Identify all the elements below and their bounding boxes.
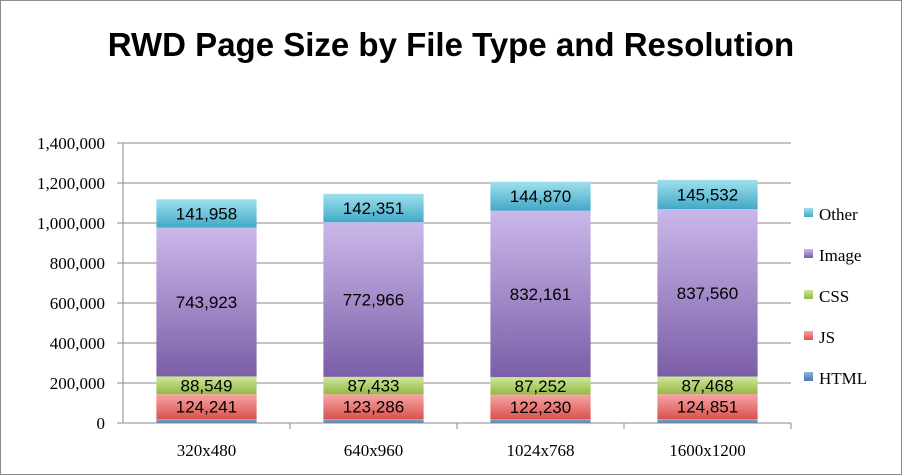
legend-label-js: JS bbox=[819, 328, 835, 347]
bar-segment-css bbox=[657, 376, 758, 395]
legend-swatch-css bbox=[804, 290, 813, 299]
legend-label-css: CSS bbox=[819, 287, 849, 306]
bar-segment-js bbox=[657, 394, 758, 419]
bar-segment-other bbox=[657, 179, 758, 210]
bar-segment-css bbox=[323, 376, 424, 395]
x-tick-label: 640x960 bbox=[344, 441, 404, 460]
bar-segment-js bbox=[490, 394, 591, 419]
bar-segment-html bbox=[490, 419, 591, 423]
bar-segment-image bbox=[323, 222, 424, 377]
legend-label-other: Other bbox=[819, 205, 858, 224]
data-label-image: 837,560 bbox=[677, 284, 738, 303]
bar-segment-html bbox=[323, 419, 424, 423]
bar-segment-css bbox=[490, 377, 591, 395]
bar-segment-image bbox=[156, 227, 257, 377]
labels-layer: 124,241 88,549 743,923 141,958 123,286 87,433… bbox=[176, 185, 738, 416]
y-tick-label: 800,000 bbox=[50, 254, 105, 273]
bar-segment-js bbox=[156, 394, 257, 419]
data-label-css: 88,549 bbox=[181, 376, 233, 395]
bar-segment-image bbox=[657, 209, 758, 377]
data-label-other: 142,351 bbox=[343, 199, 404, 218]
data-label-image: 772,966 bbox=[343, 291, 404, 310]
legend-label-image: Image bbox=[819, 246, 861, 265]
bar-segment-image bbox=[490, 210, 591, 378]
y-tick-label: 200,000 bbox=[50, 374, 105, 393]
data-label-css: 87,468 bbox=[682, 376, 734, 395]
y-tick-label: 0 bbox=[97, 414, 106, 433]
y-tick-label: 400,000 bbox=[50, 334, 105, 353]
x-tick-label: 320x480 bbox=[177, 441, 237, 460]
data-label-other: 141,958 bbox=[176, 204, 237, 223]
legend-swatch-js bbox=[804, 331, 813, 340]
legend-swatch-image bbox=[804, 249, 813, 258]
data-label-js: 124,241 bbox=[176, 398, 237, 417]
bar-segment-css bbox=[156, 376, 257, 395]
legend-swatch-html bbox=[804, 372, 813, 381]
y-tick-label: 1,000,000 bbox=[37, 214, 105, 233]
data-label-css: 87,433 bbox=[348, 377, 400, 396]
bar-segment-other bbox=[490, 181, 591, 211]
axis-layer: 0 200,000 400,000 600,000 800,000 1,000,000 1,… bbox=[37, 134, 792, 460]
data-label-css: 87,252 bbox=[515, 377, 567, 396]
data-label-image: 832,161 bbox=[510, 285, 571, 304]
data-label-js: 123,286 bbox=[343, 398, 404, 417]
x-tick-label: 1024x768 bbox=[507, 441, 575, 460]
y-tick-label: 1,200,000 bbox=[37, 174, 105, 193]
data-label-js: 122,230 bbox=[510, 398, 571, 417]
bar-segment-other bbox=[323, 193, 424, 223]
legend-layer: Other Image CSS JS HTML bbox=[804, 205, 867, 388]
data-label-other: 144,870 bbox=[510, 187, 571, 206]
data-label-other: 145,532 bbox=[677, 185, 738, 204]
bar-segment-html bbox=[156, 419, 257, 423]
bar-segment-other bbox=[156, 199, 257, 228]
bar-segment-html bbox=[657, 419, 758, 423]
chart-title: RWD Page Size by File Type and Resolutio… bbox=[107, 26, 795, 63]
x-tick-label: 1600x1200 bbox=[669, 441, 746, 460]
legend-label-html: HTML bbox=[819, 369, 867, 388]
y-tick-label: 1,400,000 bbox=[37, 134, 105, 153]
bar-segment-js bbox=[323, 394, 424, 419]
data-label-js: 124,851 bbox=[677, 398, 738, 417]
bars-layer bbox=[156, 179, 758, 423]
legend-swatch-other bbox=[804, 208, 813, 217]
y-tick-label: 600,000 bbox=[50, 294, 105, 313]
data-label-image: 743,923 bbox=[176, 293, 237, 312]
